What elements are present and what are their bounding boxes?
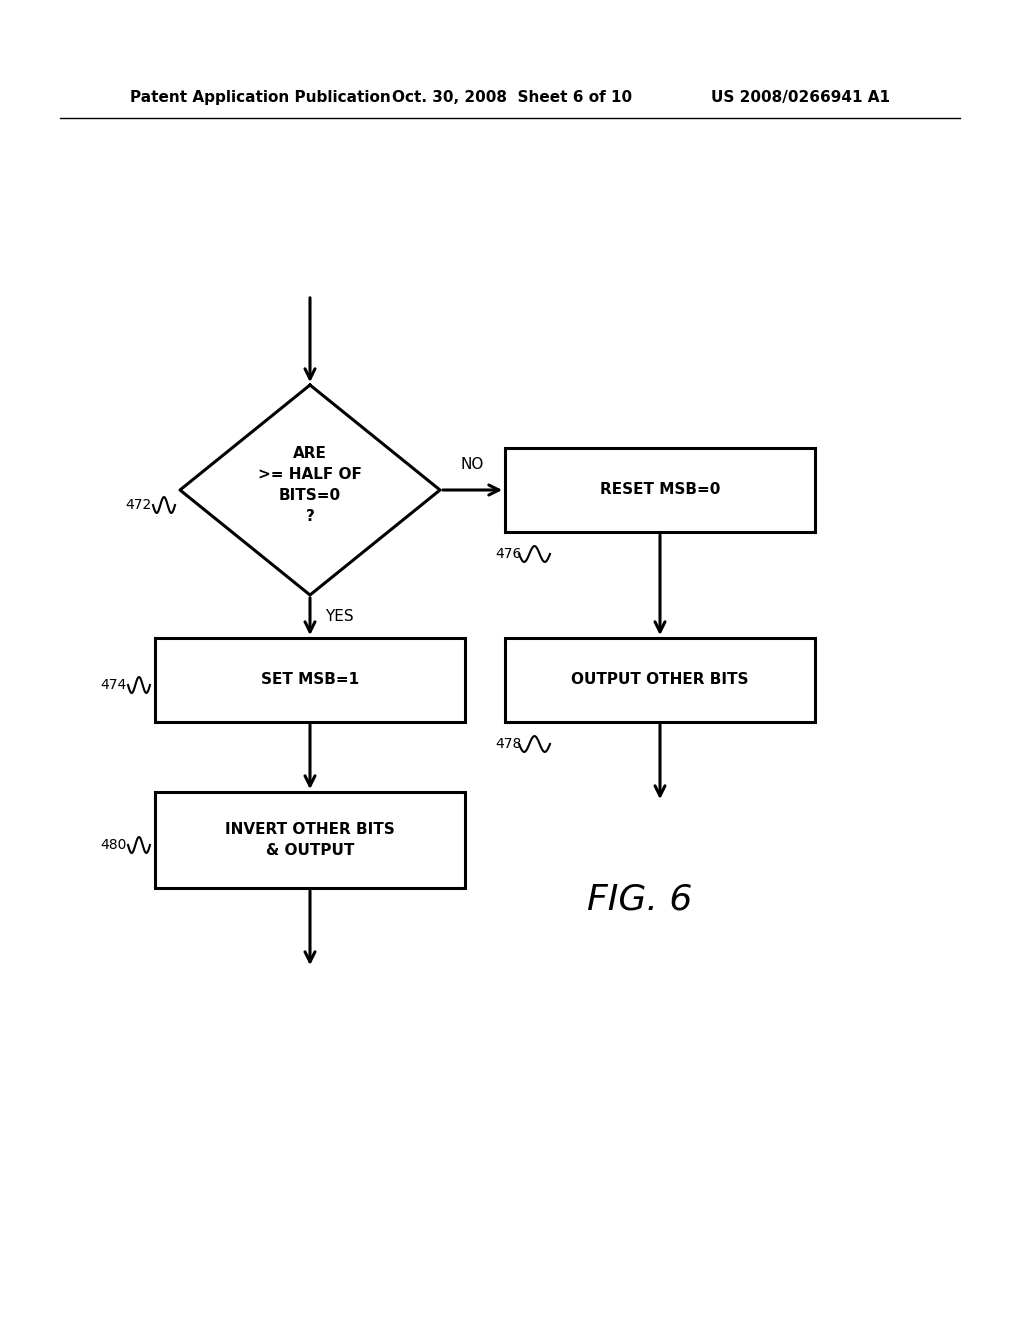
Text: Oct. 30, 2008  Sheet 6 of 10: Oct. 30, 2008 Sheet 6 of 10	[392, 90, 632, 106]
Text: 480: 480	[100, 838, 126, 851]
Text: 476: 476	[495, 546, 521, 561]
Text: RESET MSB=0: RESET MSB=0	[600, 483, 720, 498]
Bar	[155, 792, 465, 888]
Text: SET MSB=1: SET MSB=1	[261, 672, 359, 688]
Text: YES: YES	[325, 609, 353, 624]
Text: OUTPUT OTHER BITS: OUTPUT OTHER BITS	[571, 672, 749, 688]
Text: 472: 472	[125, 498, 152, 512]
Text: 478: 478	[495, 737, 521, 751]
Bar	[155, 638, 465, 722]
Bar	[505, 447, 815, 532]
Text: ARE
>= HALF OF
BITS=0
?: ARE >= HALF OF BITS=0 ?	[258, 446, 361, 524]
Text: NO: NO	[461, 457, 484, 473]
Text: FIG. 6: FIG. 6	[588, 883, 692, 917]
Text: INVERT OTHER BITS
& OUTPUT: INVERT OTHER BITS & OUTPUT	[225, 822, 395, 858]
Text: US 2008/0266941 A1: US 2008/0266941 A1	[711, 90, 890, 106]
Bar	[505, 638, 815, 722]
Text: 474: 474	[100, 678, 126, 692]
Text: Patent Application Publication: Patent Application Publication	[130, 90, 391, 106]
